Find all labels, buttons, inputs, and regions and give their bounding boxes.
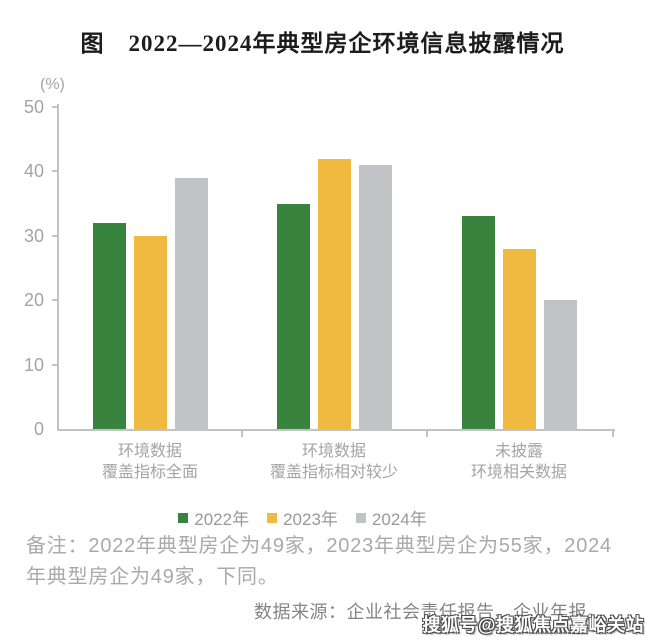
footnote: 备注：2022年典型房企为49家，2023年典型房企为55家，2024 年典型房… [26,531,626,593]
data-source: 数据来源：企业社会责任报告、企业年报。 [254,602,606,622]
y-axis-tick-label: 40 [23,161,44,182]
bar-2022年-group3 [462,216,495,429]
x-axis-line [57,429,615,431]
y-axis-tick [52,170,57,173]
category-label-line: 覆盖指标相对较少 [269,464,398,481]
chart-title: 图 2022—2024年典型房企环境信息披露情况 [80,31,565,56]
bar-2023年-group2 [318,158,351,429]
legend-label-2024: 2024年 [371,510,427,529]
footnote-line-2: 年典型房企为49家，下同。 [26,566,279,588]
watermark: 搜狐号@搜狐焦点嘉峪关站 [422,615,644,635]
category-label-line: 环境数据 [117,443,182,460]
y-axis-tick-label: 20 [23,290,44,311]
legend-swatch-2024 [355,512,366,523]
legend: 2022年 2023年 2024年 [0,505,625,530]
y-axis-tick [52,106,57,108]
bar-2024年-group1 [174,177,208,429]
legend-item-2022: 2022年 [178,505,249,530]
category-label-line: 未披露 [494,443,543,460]
legend-item-2023: 2023年 [267,505,338,530]
x-axis-tick [426,431,428,437]
legend-item-2024: 2024年 [355,505,427,530]
category-label-group2: 环境数据 覆盖指标相对较少 [229,441,439,483]
category-label-group3: 未披露 环境相关数据 [414,441,624,483]
legend-label-2022: 2022年 [194,510,250,529]
y-axis-tick-label: 10 [23,354,44,375]
bar-2023年-group3 [503,248,536,429]
bar-2023年-group1 [133,235,167,429]
category-label-line: 环境相关数据 [470,464,567,481]
legend-swatch-2022 [178,512,189,523]
bar-2024年-group3 [544,300,577,429]
category-label-line: 环境数据 [301,443,366,460]
y-axis-tick [52,299,57,302]
x-axis-tick [612,431,614,437]
y-axis-tick-label: 50 [23,97,44,117]
legend-label-2023: 2023年 [283,510,338,529]
y-axis-tick [52,234,57,237]
footnote-line-1: 备注：2022年典型房企为49家，2023年典型房企为55家，2024 [26,535,612,557]
bar-2024年-group2 [359,164,392,429]
legend-swatch-2023 [267,512,278,523]
y-axis-tick-label: 30 [23,225,44,246]
y-axis-tick [52,363,57,366]
category-label-line: 覆盖指标全面 [101,464,198,481]
y-axis-unit-label: (%) [40,76,65,93]
y-axis-line [57,104,59,431]
x-axis-tick [241,431,243,437]
category-label-group1: 环境数据 覆盖指标全面 [45,441,255,483]
bar-2022年-group2 [277,203,310,429]
y-axis-tick-label: 0 [33,419,44,439]
bar-2022年-group1 [92,222,126,429]
